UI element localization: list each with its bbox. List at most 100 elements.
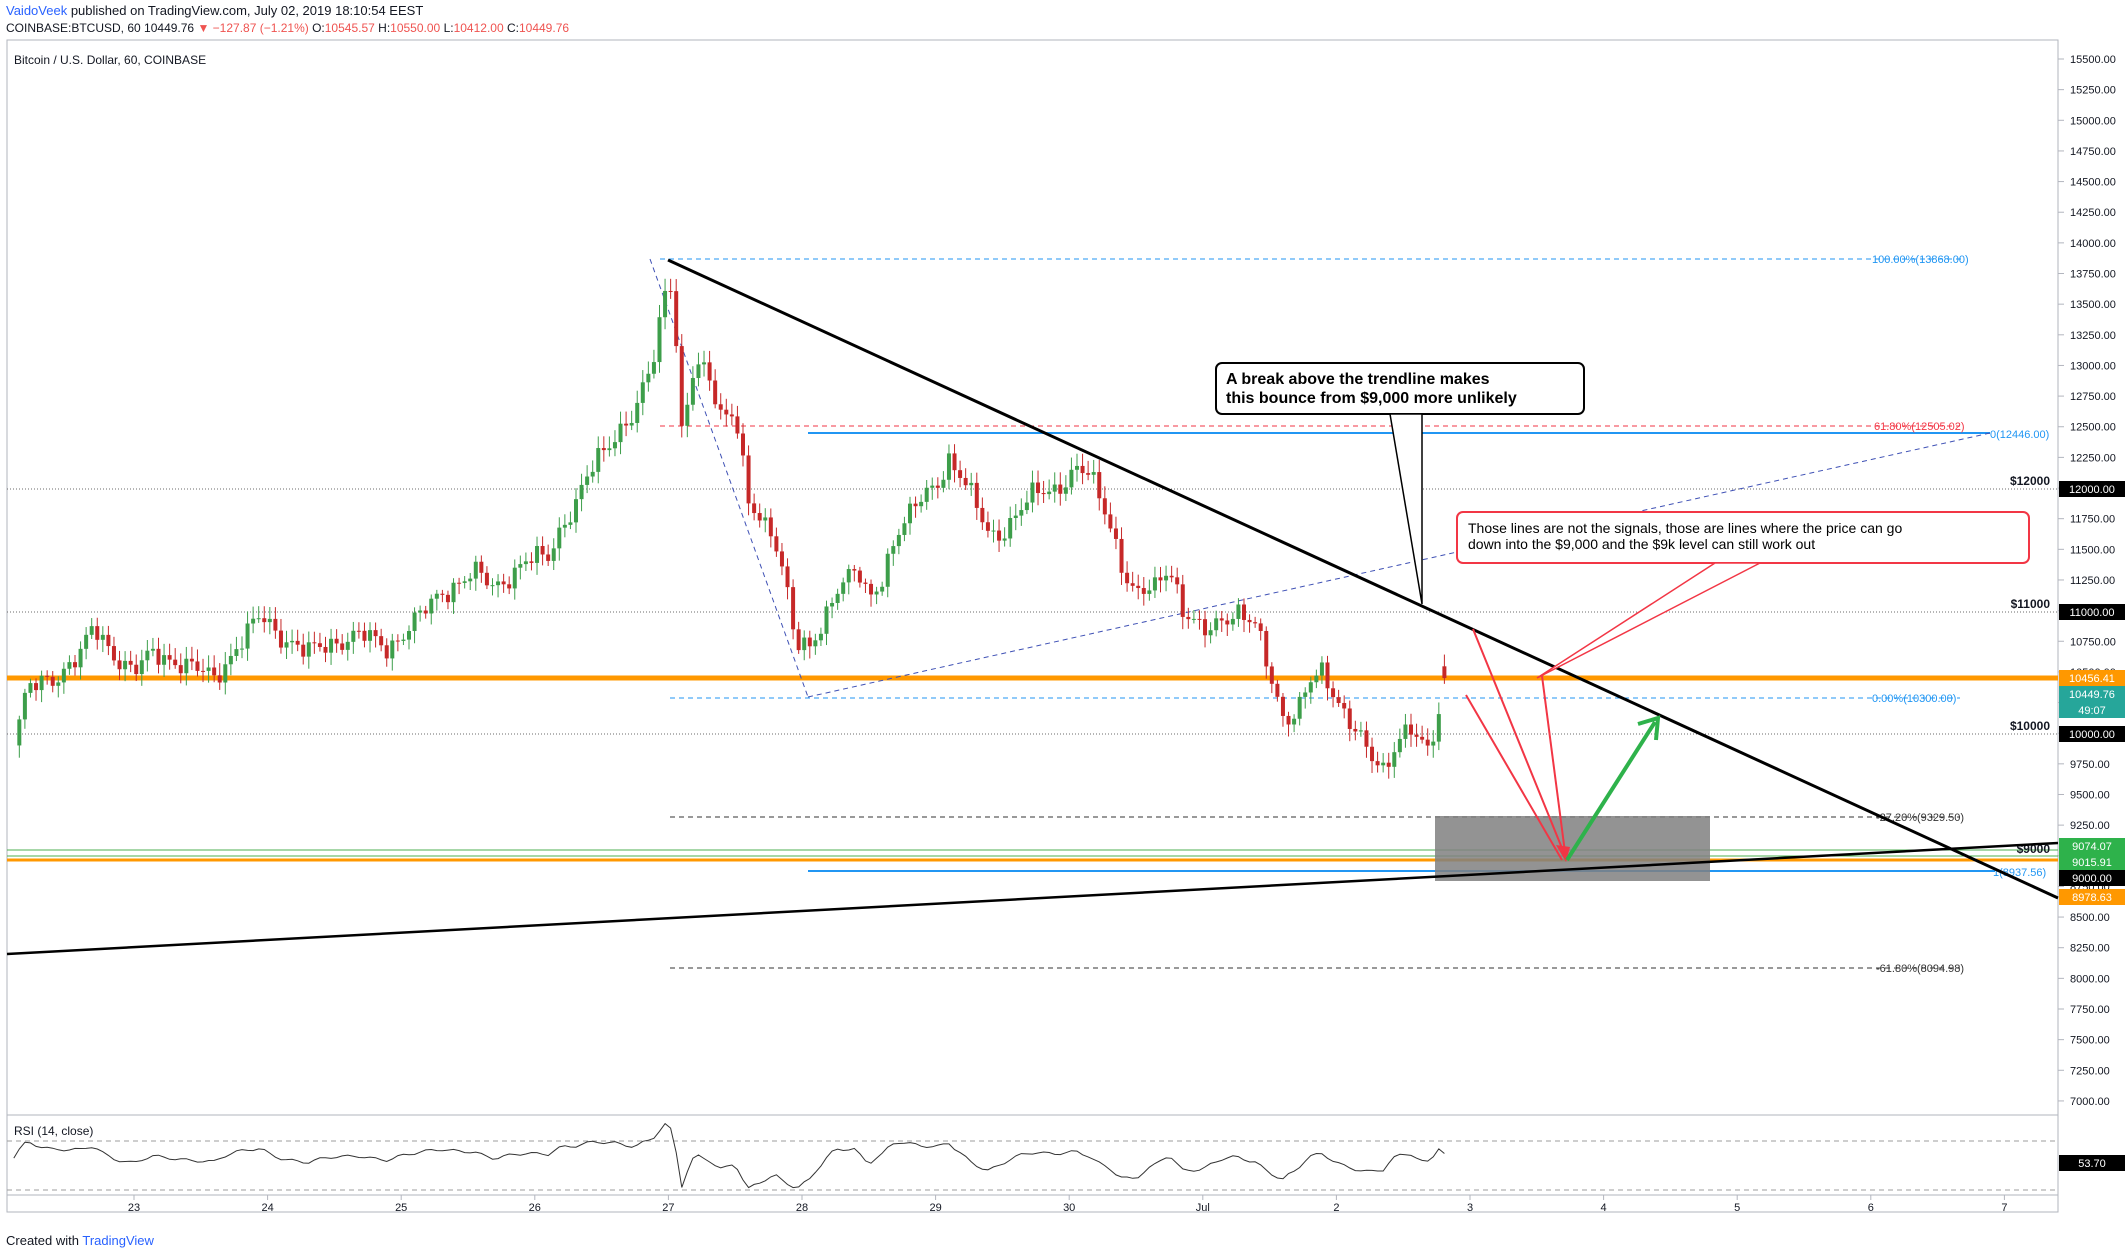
red-arrow-1: [1472, 628, 1567, 859]
fib-0-label: 0.00%(10300.00): [1872, 693, 1956, 705]
candle-body: [473, 561, 478, 579]
ascending-trendline: [6, 841, 2059, 956]
candle-body: [713, 380, 718, 405]
candle-body: [562, 524, 567, 528]
badge-9000: 9000.00: [2072, 873, 2112, 885]
candle-body: [1030, 482, 1035, 503]
level-10000-label: $10000: [2010, 719, 2050, 733]
badge-last-bg: [2059, 686, 2125, 702]
candle-body: [1214, 618, 1219, 631]
candle-body: [830, 602, 835, 607]
candle-body: [1420, 736, 1425, 740]
candle-body: [729, 414, 734, 417]
candle-body: [1258, 623, 1263, 631]
candle-body: [657, 317, 662, 363]
candle-body: [1041, 493, 1046, 495]
symbol-label: COINBASE:BTCUSD, 60: [6, 21, 141, 35]
author-link[interactable]: VaidoVeek: [6, 3, 68, 18]
candle-body: [17, 719, 22, 746]
candle-body: [1219, 618, 1224, 621]
candle-body: [624, 423, 629, 426]
callout-1-line-1: A break above the trendline makes: [1226, 371, 1490, 388]
candle-body: [579, 484, 584, 500]
rsi-badge-bg: [2059, 1155, 2125, 1171]
y-tick-label: 11500.00: [2070, 544, 2115, 556]
candle-body: [835, 593, 840, 603]
candle-body: [217, 675, 222, 683]
candle-body: [1225, 620, 1230, 625]
candle-body: [1303, 692, 1308, 697]
candle-body: [1436, 714, 1441, 742]
tradingview-logo[interactable]: TradingView: [82, 1233, 154, 1248]
candle-body: [1431, 741, 1436, 746]
y-tick-label: 14500.00: [2070, 177, 2116, 189]
candle-body: [1370, 746, 1375, 762]
candle-body: [100, 634, 105, 640]
candle-body: [540, 546, 545, 555]
candle-body: [28, 683, 33, 693]
candle-body: [529, 561, 534, 563]
candle-body: [1063, 487, 1068, 494]
price-axis: 7000.00 7250.00 7500.00 7750.00 8000.00 8250.…: [2058, 54, 2116, 1108]
candle-body: [585, 476, 590, 485]
close-value: 10449.76: [518, 21, 570, 35]
candle-body: [162, 655, 167, 665]
candle-body: [1358, 730, 1363, 732]
candle-body: [1074, 465, 1079, 470]
candle-body: [991, 530, 996, 532]
candle-body: [1169, 575, 1174, 578]
candle-body: [802, 637, 807, 651]
candle-body: [67, 662, 72, 669]
x-tick-label: Jul: [1196, 1202, 1210, 1214]
candle-body: [1308, 682, 1313, 693]
candle-body: [1314, 675, 1319, 683]
candle-body: [735, 416, 740, 434]
candle-body: [128, 660, 133, 665]
candle-body: [640, 382, 645, 403]
badge-8978-bg: [2059, 889, 2125, 905]
candle-body: [150, 648, 155, 651]
candle-body: [1230, 618, 1235, 625]
candle-body: [1013, 515, 1018, 518]
candle-body: [462, 581, 467, 583]
candle-body: [206, 667, 211, 671]
candle-body: [752, 503, 757, 514]
candle-body: [1297, 696, 1302, 719]
badge-9015: 9015.91: [2072, 857, 2112, 869]
y-tick-label: 13750.00: [2070, 269, 2116, 281]
candle-body: [607, 448, 612, 451]
candle-body: [111, 646, 116, 661]
candle-body: [72, 662, 77, 668]
y-tick-label: 7250.00: [2070, 1065, 2110, 1077]
candle-body: [429, 598, 434, 614]
candle-body: [768, 517, 773, 537]
candle-body: [1236, 604, 1241, 619]
badge-countdown: 49:07: [2078, 705, 2106, 717]
candle-body: [379, 636, 384, 646]
candle-body: [89, 626, 94, 635]
published-text: published on TradingView.com, July 02, 2…: [70, 3, 424, 18]
badge-8978: 8978.63: [2072, 892, 2112, 904]
candle-body: [262, 618, 267, 623]
candle-body: [290, 640, 295, 643]
candle-body: [651, 362, 656, 374]
candle-body: [763, 517, 768, 521]
candle-body: [690, 378, 695, 405]
candle-body: [612, 442, 617, 449]
candle-body: [440, 593, 445, 595]
pane-title: Bitcoin / U.S. Dollar, 60, COINBASE: [14, 53, 206, 67]
candle-body: [785, 566, 790, 588]
candle-body: [1036, 482, 1041, 494]
candle-body: [61, 668, 66, 683]
chart-canvas[interactable]: Bitcoin / U.S. Dollar, 60, COINBASE 7000…: [0, 0, 2126, 1220]
candle-body: [1325, 662, 1330, 689]
callout-signals-note: Those lines are not the signals, those a…: [1456, 511, 2030, 679]
level-12000-label: $12000: [2010, 474, 2050, 488]
candle-body: [1019, 510, 1024, 516]
candle-body: [1108, 514, 1113, 529]
candle-body: [1008, 517, 1013, 539]
candle-body: [857, 570, 862, 583]
candle-body: [1292, 718, 1297, 725]
candle-body: [340, 643, 345, 650]
fib-618b-label: -61.80%(8094.98): [1876, 963, 1964, 975]
